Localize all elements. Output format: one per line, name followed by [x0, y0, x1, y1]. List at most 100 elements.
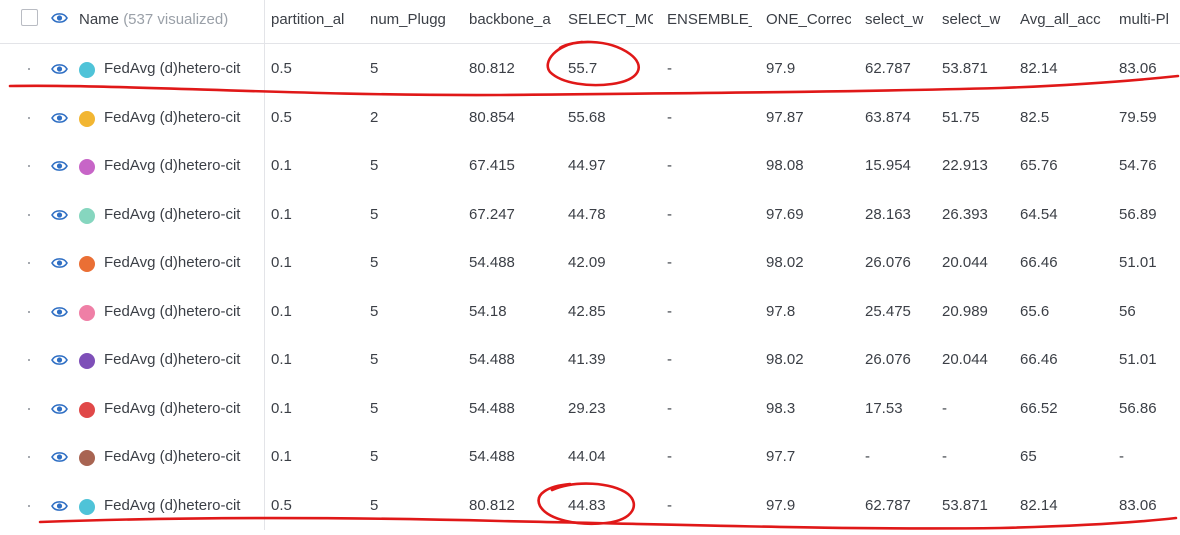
table-cell: 98.08: [766, 157, 804, 174]
table-cell: 97.87: [766, 108, 804, 126]
visualized-count: (537 visualized): [123, 11, 229, 28]
run-color-dot[interactable]: [79, 62, 95, 78]
table-cell: 5: [370, 302, 379, 320]
run-color-dot[interactable]: [79, 110, 95, 127]
select-all-checkbox[interactable]: [21, 9, 38, 26]
run-name[interactable]: FedAvg (d)hetero-cit: [104, 496, 241, 514]
eye-icon[interactable]: [51, 257, 68, 269]
eye-icon[interactable]: [51, 160, 68, 172]
table-cell: 0.5: [271, 496, 292, 514]
run-color-dot[interactable]: [79, 256, 95, 272]
row-drag-handle[interactable]: [28, 456, 30, 458]
table-cell: 0.1: [271, 157, 292, 174]
column-header[interactable]: backbone_a: [469, 11, 551, 28]
table-cell: 54.76: [1119, 157, 1157, 174]
table-row[interactable]: FedAvg (d)hetero-cit 0.1 5 54.488 44.04 - 97.7…: [0, 433, 1180, 481]
eye-icon[interactable]: [51, 354, 68, 366]
column-header[interactable]: partition_al: [271, 11, 345, 28]
row-drag-handle[interactable]: [28, 407, 30, 410]
table-cell: 5: [370, 205, 379, 223]
table-row[interactable]: FedAvg (d)hetero-cit 0.1 5 54.18 42.85 - 97.8 2…: [0, 288, 1180, 336]
run-name[interactable]: FedAvg (d)hetero-cit: [104, 205, 241, 223]
eye-icon[interactable]: [51, 112, 68, 124]
run-name[interactable]: FedAvg (d)hetero-cit: [104, 399, 241, 417]
table-cell: -: [865, 448, 870, 465]
table-row[interactable]: FedAvg (d)hetero-cit 0.1 5 67.415 44.97 - 98.0…: [0, 142, 1180, 190]
run-color-dot[interactable]: [79, 207, 95, 224]
table-row[interactable]: FedAvg (d)hetero-cit 0.1 5 54.488 42.09 - 98.0…: [0, 239, 1180, 287]
name-label: Name: [79, 11, 120, 28]
table-row[interactable]: FedAvg (d)hetero-cit 0.1 5 54.488 29.23 - 98.3…: [0, 385, 1180, 433]
table-cell: 0.1: [271, 351, 292, 368]
table-cell: 83.06: [1119, 60, 1157, 77]
run-name[interactable]: FedAvg (d)hetero-cit: [104, 254, 241, 271]
run-color-dot[interactable]: [79, 304, 95, 321]
row-drag-handle[interactable]: [28, 116, 30, 119]
table-row[interactable]: FedAvg (d)hetero-cit 0.1 5 54.488 41.39 - 98.0…: [0, 336, 1180, 384]
run-name[interactable]: FedAvg (d)hetero-cit: [104, 157, 241, 174]
table-cell: -: [1119, 448, 1124, 465]
column-header[interactable]: ENSEMBLE_: [667, 11, 752, 28]
table-cell: 5: [370, 399, 379, 417]
table-row[interactable]: FedAvg (d)hetero-cit 0.1 5 67.247 44.78 - 97.6…: [0, 191, 1180, 239]
table-cell: 98.3: [766, 399, 796, 417]
eye-icon[interactable]: [51, 306, 68, 318]
run-color-dot[interactable]: [79, 353, 95, 369]
column-header[interactable]: select_w: [942, 11, 1001, 28]
run-color-dot[interactable]: [79, 401, 95, 418]
column-header[interactable]: num_Plugg: [370, 11, 446, 28]
table-cell: 0.1: [271, 205, 292, 223]
column-header[interactable]: ONE_Correc: [766, 11, 851, 28]
run-color-dot[interactable]: [79, 450, 95, 466]
row-drag-handle[interactable]: [28, 310, 30, 313]
eye-icon[interactable]: [51, 403, 68, 415]
table-cell: 26.076: [865, 254, 911, 271]
column-header[interactable]: select_w: [865, 11, 924, 28]
row-drag-handle[interactable]: [28, 68, 30, 70]
table-cell: 41.39: [568, 351, 606, 368]
table-row[interactable]: FedAvg (d)hetero-cit 0.5 5 80.812 55.7 - 97.9 6…: [0, 45, 1180, 93]
table-cell: 97.9: [766, 60, 796, 77]
eye-icon[interactable]: [51, 12, 68, 24]
row-drag-handle[interactable]: [28, 165, 30, 167]
table-cell: 51.01: [1119, 351, 1157, 368]
table-cell: 5: [370, 496, 379, 514]
table-cell: 5: [370, 254, 379, 271]
row-drag-handle[interactable]: [28, 504, 30, 507]
run-color-dot[interactable]: [79, 498, 95, 515]
table-cell: 26.393: [942, 205, 988, 223]
table-cell: -: [942, 399, 947, 417]
table-cell: 56.89: [1119, 205, 1157, 223]
table-cell: 67.415: [469, 157, 515, 174]
eye-icon[interactable]: [51, 500, 68, 512]
row-drag-handle[interactable]: [28, 262, 30, 264]
table-cell: 97.9: [766, 496, 796, 514]
table-cell: 5: [370, 157, 379, 174]
eye-icon[interactable]: [51, 63, 68, 75]
run-color-dot[interactable]: [79, 159, 95, 175]
eye-icon[interactable]: [51, 209, 68, 221]
table-cell: 0.1: [271, 254, 292, 271]
table-cell: 67.247: [469, 205, 515, 223]
table-row[interactable]: FedAvg (d)hetero-cit 0.5 2 80.854 55.68 - 97.8…: [0, 94, 1180, 142]
table-row[interactable]: FedAvg (d)hetero-cit 0.5 5 80.812 44.83 - 97.9…: [0, 482, 1180, 530]
row-drag-handle[interactable]: [28, 359, 30, 361]
table-cell: -: [667, 108, 672, 126]
column-header[interactable]: multi-Pl: [1119, 11, 1170, 28]
run-name[interactable]: FedAvg (d)hetero-cit: [104, 351, 241, 368]
table-cell: 42.09: [568, 254, 606, 271]
run-name[interactable]: FedAvg (d)hetero-cit: [104, 302, 241, 320]
name-column-header[interactable]: Name (537 visualized): [79, 0, 228, 39]
eye-icon[interactable]: [51, 451, 68, 463]
run-name[interactable]: FedAvg (d)hetero-cit: [104, 448, 241, 465]
run-name[interactable]: FedAvg (d)hetero-cit: [104, 60, 241, 77]
table-cell: 51.75: [942, 108, 980, 126]
column-header[interactable]: SELECT_MC: [568, 11, 653, 28]
table-cell: -: [667, 205, 672, 223]
row-drag-handle[interactable]: [28, 213, 30, 216]
table-cell: 82.5: [1020, 108, 1050, 126]
run-name[interactable]: FedAvg (d)hetero-cit: [104, 108, 241, 126]
column-header[interactable]: Avg_all_acc: [1020, 11, 1101, 28]
table-cell: 29.23: [568, 399, 606, 417]
table-cell: 2: [370, 108, 379, 126]
